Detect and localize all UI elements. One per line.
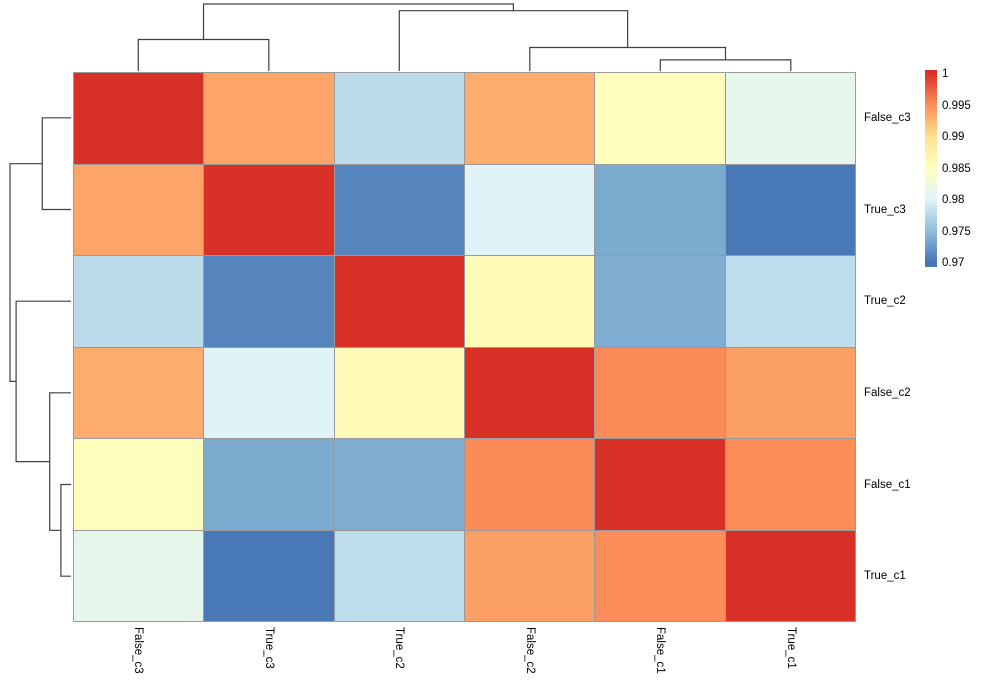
heatmap-cell (74, 164, 204, 255)
row-label: False_c3 (864, 111, 911, 124)
heatmap-cell (464, 256, 595, 347)
legend-tick-label: 0.995 (942, 99, 971, 112)
heatmap-cell (464, 347, 595, 438)
row-dendrogram (9, 117, 71, 577)
heatmap-cell (74, 256, 204, 347)
heatmap-grid (73, 72, 856, 622)
heatmap-cell (204, 530, 334, 621)
heatmap-cell (725, 256, 855, 347)
heatmap-cell (74, 530, 204, 621)
heatmap-cell (74, 347, 204, 438)
legend-gradient-bar (925, 70, 937, 267)
column-dendrogram (137, 3, 792, 71)
heatmap-cell (204, 164, 334, 255)
row-label: False_c2 (864, 386, 911, 399)
row-label: True_c1 (864, 570, 906, 583)
heatmap-cell (464, 164, 595, 255)
heatmap-cell (725, 73, 855, 164)
heatmap-cell (334, 439, 464, 530)
heatmap-cell (725, 439, 855, 530)
heatmap-cell (595, 439, 725, 530)
heatmap-cell (334, 256, 464, 347)
heatmap-cell (595, 530, 725, 621)
column-label: True_c1 (784, 627, 797, 669)
column-label: True_c2 (393, 627, 406, 669)
legend-tick-label: 0.975 (942, 225, 971, 238)
heatmap-cell (334, 73, 464, 164)
heatmap-cell (464, 530, 595, 621)
heatmap-cell (725, 347, 855, 438)
heatmap-cell (595, 164, 725, 255)
heatmap-cell (74, 439, 204, 530)
heatmap-cell (334, 530, 464, 621)
heatmap-cell (334, 164, 464, 255)
legend-tick-label: 0.99 (942, 131, 965, 143)
heatmap-cell (595, 347, 725, 438)
heatmap-cell (595, 73, 725, 164)
row-label: True_c2 (864, 295, 906, 308)
heatmap-cell (74, 73, 204, 164)
legend-tick-label: 0.98 (942, 194, 965, 206)
column-label: False_c3 (132, 627, 145, 674)
heatmap-cell (204, 347, 334, 438)
heatmap-cell (464, 439, 595, 530)
heatmap-cell (595, 256, 725, 347)
heatmap-cell (725, 530, 855, 621)
column-label: False_c1 (654, 627, 667, 674)
heatmap-cell (204, 73, 334, 164)
heatmap-cell (464, 73, 595, 164)
legend-tick-label: 0.97 (942, 257, 965, 269)
legend-tick-label: 1 (942, 68, 949, 80)
heatmap-cell (204, 256, 334, 347)
row-label: True_c3 (864, 203, 906, 216)
heatmap-cell (204, 439, 334, 530)
column-label: True_c3 (262, 627, 275, 669)
column-label: False_c2 (523, 627, 536, 674)
legend-tick-label: 0.985 (942, 162, 971, 175)
row-label: False_c1 (864, 478, 911, 491)
heatmap-cell (725, 164, 855, 255)
heatmap-cell (334, 347, 464, 438)
